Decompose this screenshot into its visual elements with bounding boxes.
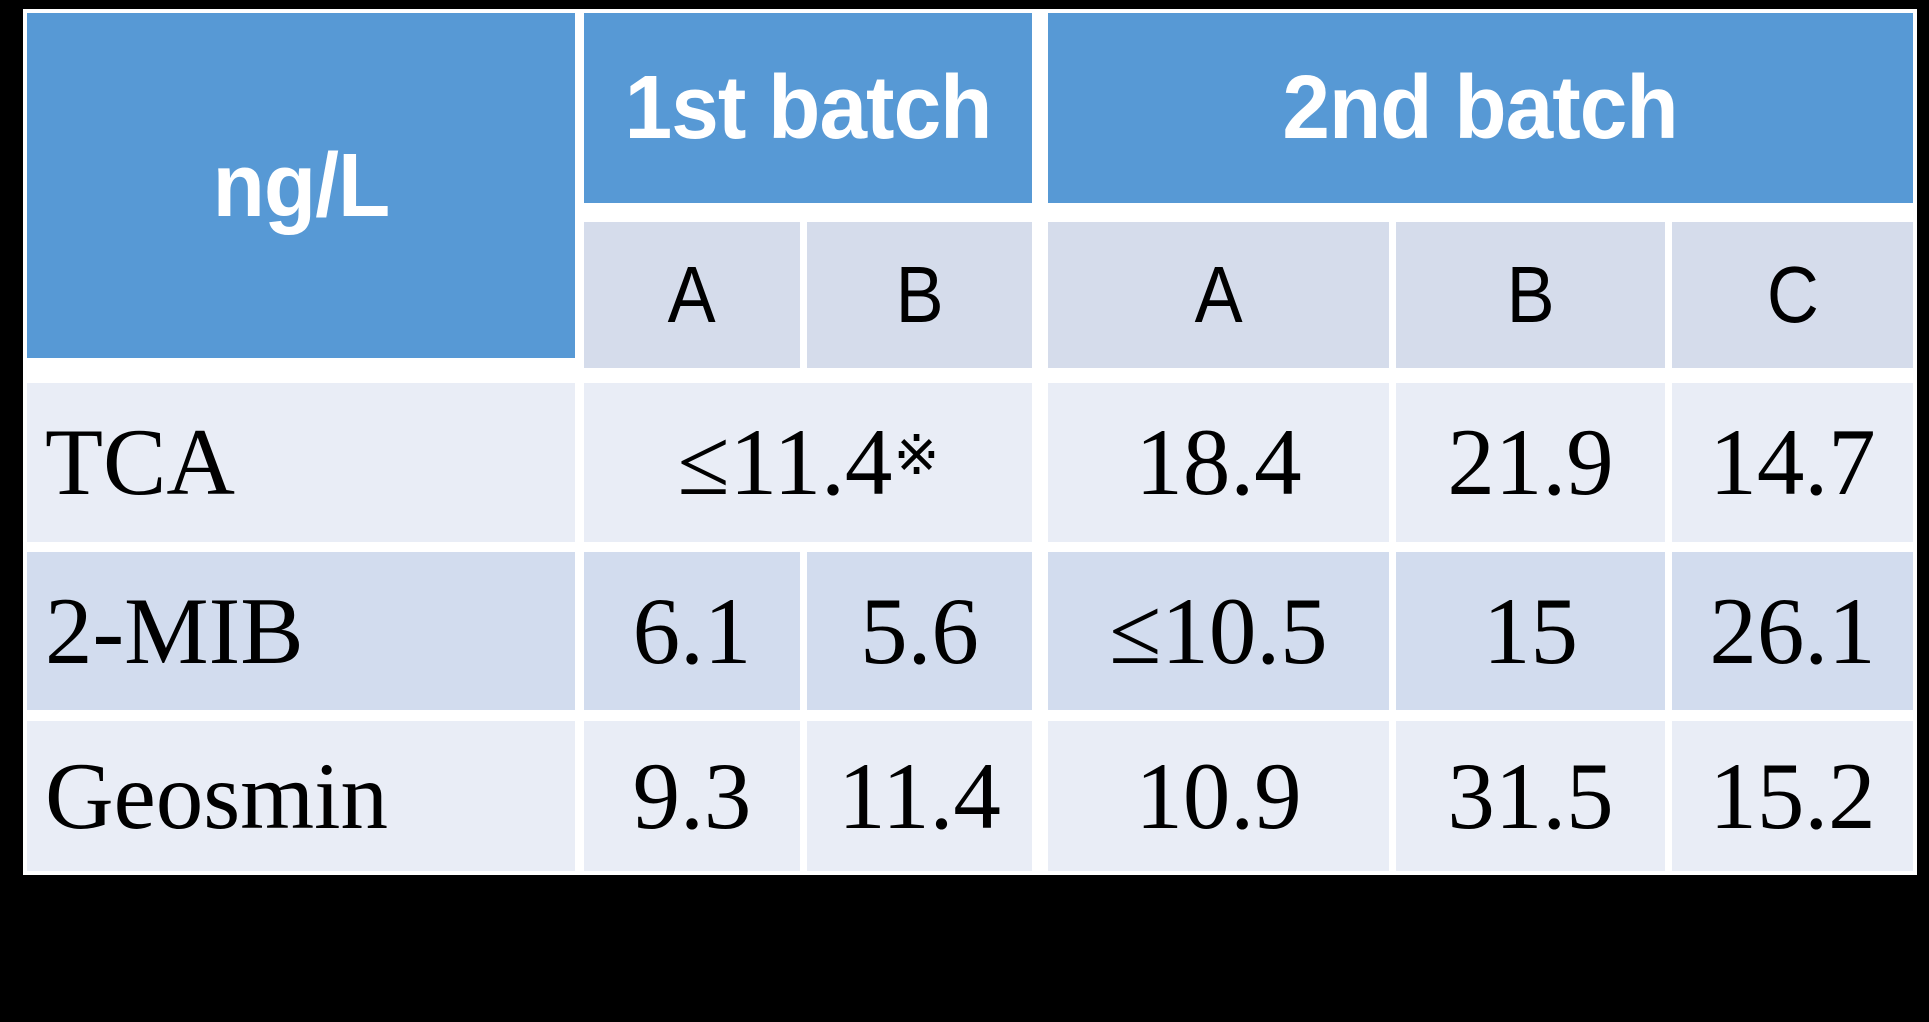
2mib-batch2-b-value: 15	[1396, 552, 1665, 710]
row-label-tca: TCA	[27, 383, 575, 542]
row-label-2mib: 2-MIB	[27, 552, 575, 710]
subcol-header-batch2-c: C	[1672, 222, 1913, 368]
tca-batch2-b-value: 21.9	[1396, 383, 1665, 542]
subcol-header-batch2-b: B	[1396, 222, 1665, 368]
unit-label: ng/L	[212, 135, 391, 236]
tca-batch1-merged-value: ≤11.4 ※	[584, 383, 1032, 542]
batch1-label: 1st batch	[624, 58, 993, 158]
2mib-batch1-a-value: 6.1	[584, 552, 800, 710]
subcol-header-batch1-a: A	[584, 222, 800, 368]
row-label-geosmin: Geosmin	[27, 721, 575, 871]
geosmin-batch2-c-value: 15.2	[1672, 721, 1913, 871]
2mib-batch2-a-value: ≤10.5	[1048, 552, 1389, 710]
unit-header-cell: ng/L	[27, 13, 575, 368]
subcol-header-batch2-a: A	[1048, 222, 1389, 368]
tca-batch2-c-value: 14.7	[1672, 383, 1913, 542]
batch2-label: 2nd batch	[1282, 58, 1679, 158]
geosmin-batch1-a-value: 9.3	[584, 721, 800, 871]
concentration-table: ng/L 1st batch 2nd batch A B A B C TCA ≤…	[23, 9, 1917, 875]
tca-batch2-a-value: 18.4	[1048, 383, 1389, 542]
geosmin-batch2-a-value: 10.9	[1048, 721, 1389, 871]
2mib-batch1-b-value: 5.6	[807, 552, 1032, 710]
2mib-batch2-c-value: 26.1	[1672, 552, 1913, 710]
geosmin-batch2-b-value: 31.5	[1396, 721, 1665, 871]
batch2-header-cell: 2nd batch	[1048, 13, 1913, 203]
geosmin-batch1-b-value: 11.4	[807, 721, 1032, 871]
subcol-header-batch1-b: B	[807, 222, 1032, 368]
batch1-header-cell: 1st batch	[584, 13, 1032, 203]
